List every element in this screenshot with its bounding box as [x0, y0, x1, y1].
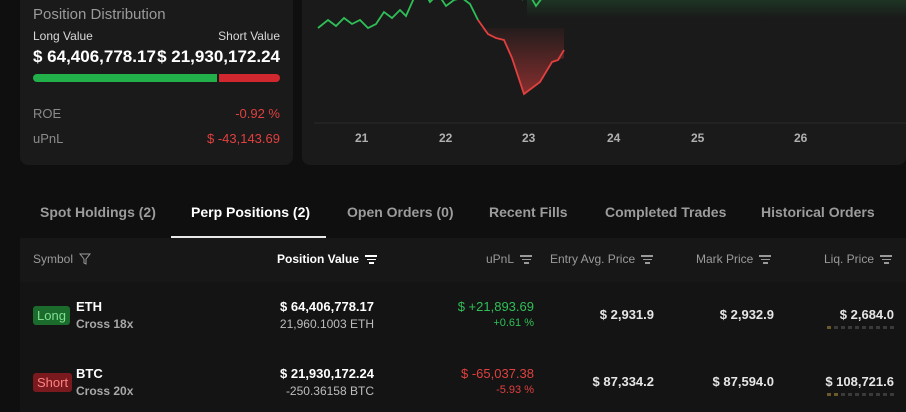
column-header-liq-price-label: Liq. Price	[824, 252, 875, 266]
upnl-value: $ -65,037.38	[460, 366, 534, 381]
position-value: $ 21,930,172.24	[280, 366, 374, 381]
long-short-ratio-bar	[33, 74, 280, 82]
sort-icon[interactable]	[641, 254, 654, 264]
side-badge: Short	[33, 373, 73, 392]
tab-spot-holdings[interactable]: Spot Holdings (2)	[40, 204, 156, 220]
column-header-entry-price[interactable]: Entry Avg. Price	[550, 252, 654, 266]
roe-label: ROE	[33, 106, 62, 121]
upnl-value: $ +21,893.69	[457, 299, 534, 314]
sort-icon[interactable]	[759, 254, 772, 264]
liq-price: $ 108,721.6	[825, 374, 894, 389]
table-row[interactable]: Long ETH Cross 18x $ 64,406,778.17 21,96…	[20, 286, 906, 348]
long-ratio-fill	[33, 74, 218, 82]
column-header-symbol[interactable]: Symbol	[33, 252, 92, 266]
entry-price: $ 2,931.9	[599, 307, 654, 322]
mark-price: $ 87,594.0	[712, 374, 774, 389]
tab-open-orders[interactable]: Open Orders (0)	[347, 204, 454, 220]
position-value: $ 64,406,778.17	[280, 299, 374, 314]
column-header-symbol-label: Symbol	[33, 252, 74, 266]
symbol: ETH	[76, 299, 102, 314]
column-header-upnl[interactable]: uPnL	[486, 252, 533, 266]
positive-line	[317, 0, 479, 30]
tab-completed-trades[interactable]: Completed Trades	[605, 204, 727, 220]
side-badge: Long	[33, 306, 70, 325]
x-tick: 24	[607, 131, 621, 145]
short-value-label: Short Value	[218, 29, 280, 43]
x-tick: 23	[522, 131, 536, 145]
table-row[interactable]: Short BTC Cross 20x $ 21,930,172.24 -250…	[20, 353, 906, 412]
column-header-mark-price-label: Mark Price	[696, 252, 754, 266]
positions-tab-bar: Spot Holdings (2) Perp Positions (2) Ope…	[20, 190, 906, 236]
column-header-position-value[interactable]: Position Value	[277, 252, 378, 266]
column-header-mark-price[interactable]: Mark Price	[696, 252, 772, 266]
position-distribution-card: Position Distribution Long Value Short V…	[20, 0, 293, 165]
sort-icon[interactable]	[880, 254, 893, 264]
pnl-chart-card: 21 22 23 24 25 26	[302, 0, 906, 165]
column-header-entry-price-label: Entry Avg. Price	[550, 252, 636, 266]
mark-price: $ 2,932.9	[719, 307, 774, 322]
position-distribution-title: Position Distribution	[33, 6, 166, 23]
upnl-label: uPnL	[33, 131, 64, 146]
negative-line	[477, 19, 565, 96]
liq-price: $ 2,684.0	[839, 307, 894, 322]
liq-risk-meter	[827, 393, 894, 396]
symbol: BTC	[76, 366, 103, 381]
active-tab-indicator	[171, 236, 326, 238]
x-tick: 25	[691, 131, 705, 145]
column-header-upnl-label: uPnL	[486, 252, 515, 266]
short-ratio-fill	[219, 74, 280, 82]
liq-risk-meter	[827, 326, 894, 329]
sort-icon[interactable]	[365, 254, 378, 264]
tab-perp-positions[interactable]: Perp Positions (2)	[191, 204, 311, 220]
tab-historical-orders[interactable]: Historical Orders	[761, 204, 875, 220]
upnl-value: $ -43,143.69	[206, 131, 280, 146]
long-value-label: Long Value	[33, 29, 93, 43]
position-size: -250.36158 BTC	[285, 384, 374, 398]
table-header: Symbol Position Value uPnL Entry Avg. Pr…	[20, 238, 906, 282]
position-size: 21,960.1003 ETH	[279, 317, 374, 331]
short-value: $ 21,930,172.24	[157, 47, 280, 66]
x-tick: 22	[439, 131, 453, 145]
filter-icon[interactable]	[79, 253, 92, 265]
column-header-position-value-label: Position Value	[277, 252, 360, 266]
x-tick: 26	[794, 131, 808, 145]
pnl-chart	[314, 0, 906, 124]
positive-line-2	[522, 0, 542, 8]
entry-price: $ 87,334.2	[592, 374, 654, 389]
x-tick: 21	[355, 131, 369, 145]
column-header-liq-price[interactable]: Liq. Price	[824, 252, 893, 266]
roe-value: -0.92 %	[235, 106, 280, 121]
tab-recent-fills[interactable]: Recent Fills	[489, 204, 568, 220]
upnl-percent: -5.93 %	[496, 384, 534, 396]
upnl-percent: +0.61 %	[493, 317, 534, 329]
leverage: Cross 18x	[76, 317, 134, 331]
perp-positions-table: Symbol Position Value uPnL Entry Avg. Pr…	[20, 238, 906, 412]
long-value: $ 64,406,778.17	[33, 47, 156, 66]
sort-icon[interactable]	[520, 254, 533, 264]
positive-area	[527, 0, 906, 18]
leverage: Cross 20x	[76, 384, 134, 398]
